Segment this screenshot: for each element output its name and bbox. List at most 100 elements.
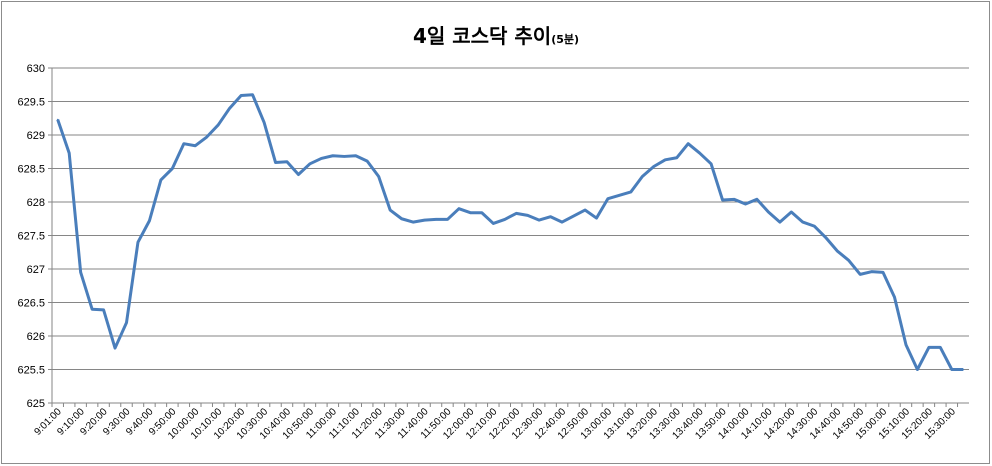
data-point (698, 152, 701, 154)
data-point (297, 173, 300, 176)
data-point (377, 175, 380, 178)
data-point (332, 154, 334, 157)
data-point (824, 236, 827, 239)
data-point (412, 221, 414, 223)
data-point (561, 221, 563, 223)
y-tick-label: 628 (27, 197, 45, 209)
data-point (228, 107, 231, 109)
data-point (584, 209, 586, 211)
data-point (733, 198, 735, 201)
y-tick-label: 629.5 (17, 97, 45, 109)
data-point (813, 225, 816, 227)
chart-subtitle: (5분) (551, 33, 580, 46)
series-kosdaq (56, 93, 965, 371)
data-point (274, 161, 277, 164)
grid-lines (52, 67, 969, 404)
data-point (549, 215, 552, 218)
data-point (744, 203, 747, 205)
y-tick-label: 630 (27, 63, 45, 75)
y-axis-ticks: 625 625.5 626 626.5 627 627.5 628 628.5 629 629.5… (17, 63, 52, 410)
data-point (458, 207, 460, 210)
data-point (767, 211, 770, 213)
y-tick-label: 628.5 (17, 164, 45, 176)
y-tick-label: 625 (27, 398, 45, 410)
y-tick-label: 627 (27, 264, 45, 276)
data-point (503, 218, 506, 221)
series-line (56, 93, 964, 371)
data-point (859, 273, 861, 276)
data-point (240, 94, 242, 97)
data-point (515, 212, 518, 215)
data-point (320, 157, 323, 160)
data-point (205, 136, 208, 138)
y-tick-label: 629 (27, 130, 45, 142)
data-point (893, 296, 896, 298)
data-point (572, 215, 575, 217)
data-point (446, 218, 449, 221)
x-axis-ticks: 9:01:009:10:009:20:009:30:009:40:009:50:… (32, 403, 958, 442)
y-tick-label: 626.5 (17, 298, 45, 310)
data-point (675, 156, 678, 159)
data-point (102, 309, 105, 311)
data-point (366, 160, 369, 162)
data-point (492, 222, 495, 225)
data-point (79, 271, 82, 274)
data-point (481, 211, 483, 214)
y-tick-label: 626 (27, 331, 45, 343)
data-point (526, 214, 529, 217)
data-point (114, 347, 116, 349)
data-point (779, 221, 781, 223)
data-point (171, 167, 174, 170)
data-point (652, 165, 655, 168)
data-point (183, 142, 185, 145)
data-point (756, 198, 758, 201)
data-point (137, 241, 139, 243)
data-point (916, 368, 919, 371)
data-point (56, 118, 59, 121)
data-point (882, 271, 884, 274)
data-point (263, 121, 265, 124)
data-point (836, 250, 838, 252)
data-point (595, 217, 598, 219)
data-point (905, 343, 907, 346)
data-point (217, 124, 220, 126)
data-point (68, 152, 70, 154)
data-point (951, 368, 953, 371)
data-point (618, 194, 621, 197)
data-point (962, 368, 965, 371)
y-tick-label: 625.5 (17, 365, 45, 377)
data-point (354, 154, 357, 157)
data-point (286, 161, 288, 163)
chart-title-block: 4일 코스닥 추이(5분) (0, 20, 992, 49)
data-point (870, 270, 873, 273)
data-point (194, 144, 197, 147)
data-point (721, 199, 724, 201)
data-point (928, 346, 930, 349)
data-point (251, 94, 254, 96)
chart-title: 4일 코스닥 추이 (412, 24, 552, 48)
data-point (790, 211, 793, 213)
data-point (400, 217, 403, 220)
data-point (91, 308, 93, 311)
data-point (664, 158, 667, 161)
data-point (641, 175, 644, 178)
data-point (801, 221, 804, 223)
data-point (607, 197, 609, 200)
data-point (939, 346, 942, 349)
data-point (389, 209, 391, 211)
data-point (423, 219, 426, 221)
data-point (343, 155, 346, 158)
data-point (687, 142, 689, 145)
y-tick-label: 627.5 (17, 231, 45, 243)
data-point (630, 191, 632, 193)
data-point (435, 218, 437, 221)
data-point (538, 219, 540, 221)
data-point (309, 163, 311, 165)
data-point (469, 211, 472, 214)
data-point (148, 219, 151, 222)
data-point (710, 163, 712, 165)
data-point (847, 259, 850, 262)
data-point (160, 179, 162, 181)
